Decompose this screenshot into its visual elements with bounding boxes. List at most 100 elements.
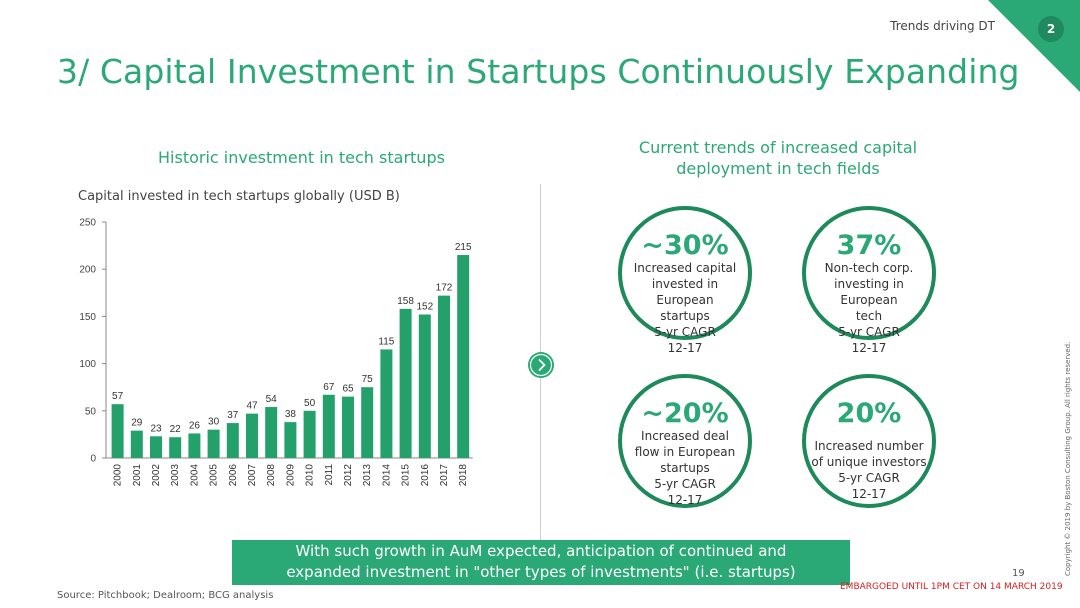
bar (246, 413, 258, 458)
stat-desc-line: 12-17 (667, 341, 703, 355)
bar-value-label: 30 (208, 417, 220, 428)
stat-desc-line: startups (660, 309, 710, 323)
bar-value-label: 172 (436, 283, 453, 294)
stat-desc-line: 5-yr CAGR (654, 325, 716, 339)
stat-desc-line: 5-yr CAGR (654, 477, 716, 491)
x-tick-label: 2015 (401, 464, 412, 487)
bar-value-label: 47 (246, 401, 258, 412)
stat-desc-line: invested in European (651, 277, 719, 307)
left-subtitle: Historic investment in tech startups (158, 148, 445, 167)
bar (130, 430, 143, 458)
y-tick-label: 250 (79, 218, 96, 229)
y-tick-label: 200 (79, 265, 96, 276)
y-tick-label: 100 (79, 359, 96, 370)
bar (418, 314, 431, 458)
bar-value-label: 29 (131, 418, 143, 429)
chevron-right-icon (528, 352, 554, 378)
right-subtitle: Current trends of increased capital depl… (600, 137, 956, 179)
callout-line-1: With such growth in AuM expected, antici… (295, 542, 787, 560)
x-tick-label: 2012 (343, 464, 354, 487)
bar (342, 396, 354, 458)
y-tick-label: 150 (79, 312, 96, 323)
bar (226, 423, 239, 458)
corner-accent (988, 0, 1080, 92)
x-tick-label: 2004 (189, 464, 200, 487)
right-subtitle-line-1: Current trends of increased capital (638, 138, 918, 157)
bar (361, 387, 374, 458)
bar-value-label: 23 (150, 423, 162, 434)
x-tick-label: 2018 (458, 464, 469, 487)
page-number: 19 (1012, 568, 1025, 579)
stat-value: ~30% (641, 230, 729, 261)
x-tick-label: 2017 (439, 464, 450, 487)
section-number-badge: 2 (1038, 16, 1064, 42)
stat-desc-line: Increased number (814, 439, 924, 453)
bar-value-label: 37 (227, 410, 239, 421)
stat-desc-line: 5-yr CAGR (838, 471, 900, 485)
bar-value-label: 75 (362, 374, 374, 385)
stat-desc-line: 12-17 (851, 341, 887, 355)
bar (188, 433, 201, 458)
x-tick-label: 2006 (228, 464, 239, 487)
y-tick-label: 50 (85, 406, 97, 417)
right-subtitle-line-2: deployment in tech fields (676, 159, 880, 178)
stat-desc-line: Increased deal (641, 429, 729, 443)
chart-title: Capital invested in tech startups global… (78, 189, 400, 204)
bar-value-label: 67 (323, 382, 335, 393)
stat-description: Increased number of unique investors 5-y… (810, 438, 928, 502)
bar-value-label: 57 (112, 391, 124, 402)
stat-desc-line: 12-17 (667, 493, 703, 507)
stat-desc-line: flow in European (634, 445, 736, 459)
stat-desc-line: Non-tech corp. (824, 261, 914, 275)
stat-value: ~20% (641, 398, 729, 429)
bar-value-label: 38 (285, 409, 297, 420)
bar (380, 349, 393, 458)
bar (111, 404, 124, 458)
section-tag: Trends driving DT (890, 19, 995, 33)
y-tick-label: 0 (90, 454, 96, 465)
x-tick-label: 2013 (362, 464, 373, 487)
bar (207, 429, 220, 458)
bar (284, 422, 297, 458)
x-tick-label: 2001 (132, 464, 143, 487)
x-tick-label: 2016 (420, 464, 431, 487)
bar-value-label: 215 (455, 242, 472, 253)
stat-desc-line: tech (855, 309, 883, 323)
stat-circle-unique-investors: 20% Increased number of unique investors… (802, 374, 936, 508)
stat-value: 37% (836, 230, 902, 261)
embargo-notice: EMBARGOED UNTIL 1PM CET ON 14 MARCH 2019 (840, 582, 1063, 592)
bar-value-label: 26 (189, 420, 201, 431)
stat-description: Non-tech corp. investing in European tec… (810, 260, 928, 356)
x-tick-label: 2000 (113, 464, 124, 487)
bar (438, 295, 450, 458)
copyright-notice: Copyright © 2019 by Boston Consulting Gr… (1064, 341, 1072, 576)
x-tick-label: 2007 (247, 464, 258, 487)
bar (150, 436, 162, 458)
bar-value-label: 22 (170, 424, 182, 435)
bar-value-label: 54 (266, 394, 278, 405)
stat-value: 20% (836, 398, 902, 429)
bar-value-label: 158 (397, 296, 414, 307)
x-tick-label: 2008 (266, 464, 277, 487)
x-tick-label: 2009 (285, 464, 296, 487)
bar (457, 255, 470, 458)
bar (265, 407, 278, 458)
x-tick-label: 2002 (151, 464, 162, 487)
x-tick-label: 2014 (381, 464, 392, 487)
x-tick-label: 2003 (170, 464, 181, 487)
stat-desc-line: 12-17 (851, 487, 887, 501)
x-tick-label: 2010 (305, 464, 316, 487)
stat-desc-line: investing in European (834, 277, 904, 307)
bar-chart: 0 50 100 150 200 250 57 2000 29 2001 23 2002 22 2003 2… (79, 218, 473, 487)
source-note: Source: Pitchbook; Dealroom; BCG analysi… (57, 590, 274, 601)
stat-circle-non-tech-corp: 37% Non-tech corp. investing in European… (802, 206, 936, 355)
bar (169, 437, 182, 458)
stat-description: Increased capital invested in European s… (626, 260, 744, 356)
x-tick-label: 2011 (324, 464, 335, 486)
stat-desc-line: startups (660, 461, 710, 475)
stat-circle-european-capital: ~30% Increased capital invested in Europ… (618, 206, 752, 355)
bar (322, 394, 335, 458)
stat-desc-line: of unique investors (811, 455, 927, 469)
bar-value-label: 115 (378, 336, 394, 347)
page-title: 3/ Capital Investment in Startups Contin… (57, 52, 1020, 91)
